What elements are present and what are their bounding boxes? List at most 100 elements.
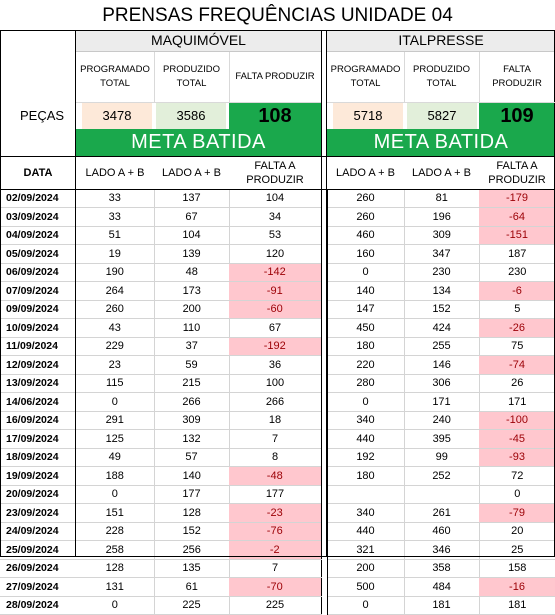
italpresse-produzido-cell: 460 xyxy=(403,522,479,541)
italpresse-programado-cell: 440 xyxy=(327,429,404,449)
italpresse-falta-cell: 181 xyxy=(478,596,555,615)
date-cell: 11/09/2024 xyxy=(0,337,76,356)
italpresse-falta-cell: 5 xyxy=(478,300,555,319)
table-row: 02/09/2024 33 137 104 260 81 -179 xyxy=(0,189,555,208)
italpresse-falta-cell: -79 xyxy=(479,503,555,523)
table-row: 09/09/2024 260 200 -60 147 152 5 xyxy=(0,300,555,319)
spreadsheet: PRENSAS FREQUÊNCIAS UNIDADE 04 MAQUIMÓVE… xyxy=(0,5,555,615)
italpresse-falta-cell: 0 xyxy=(478,485,555,504)
italpresse-falta-cell: 187 xyxy=(478,244,555,264)
date-column-header: DATA xyxy=(23,166,53,179)
maquimovel-programado-cell: 19 xyxy=(76,244,154,264)
italpresse-falta-cell: -26 xyxy=(479,318,555,338)
maquimovel-programado-cell: 229 xyxy=(76,337,154,356)
italpresse-produzido-cell: 309 xyxy=(403,226,479,245)
maquimovel-programado-cell: 0 xyxy=(76,485,154,504)
date-cell: 02/09/2024 xyxy=(0,189,76,208)
maquimovel-falta-cell: -76 xyxy=(229,522,321,541)
maquimovel-falta-cell: 225 xyxy=(228,596,321,615)
table-row: 19/09/2024 188 140 -48 180 252 72 xyxy=(0,466,555,486)
italpresse-programado-cell: 180 xyxy=(327,337,404,356)
maquimovel-programado-cell: 228 xyxy=(76,522,154,541)
date-cell: 24/09/2024 xyxy=(0,522,76,541)
italpresse-produzido-cell: 181 xyxy=(403,596,479,615)
table-row: 11/09/2024 229 37 -192 180 255 75 xyxy=(0,337,555,356)
gridline xyxy=(76,102,321,103)
date-cell: 07/09/2024 xyxy=(0,281,76,301)
italpresse-falta-value: 109 xyxy=(479,103,555,129)
italpresse-falta-cell: 72 xyxy=(478,466,555,486)
maquimovel-programado-cell: 151 xyxy=(76,503,154,523)
maquimovel-programado-value: 3478 xyxy=(82,103,152,129)
date-cell: 06/09/2024 xyxy=(0,263,76,282)
italpresse-produzido-cell: 240 xyxy=(403,411,479,430)
date-cell: 09/09/2024 xyxy=(0,300,76,319)
maquimovel-produzido-cell: 139 xyxy=(153,244,229,264)
italpresse-produzido-cell: 230 xyxy=(403,263,479,282)
italpresse-falta-cell: -151 xyxy=(479,226,555,245)
italpresse-falta-cell: -45 xyxy=(479,429,555,449)
italpresse-programado-cell: 180 xyxy=(327,466,404,486)
table-row: 18/09/2024 49 57 8 192 99 -93 xyxy=(0,448,555,467)
frequency-table: 02/09/2024 33 137 104 260 81 -179 03/09/2024 33 6… xyxy=(0,189,555,615)
italpresse-programado-cell: 140 xyxy=(327,281,404,301)
divider-italpresse-left xyxy=(326,30,327,556)
italpresse-programado-cell: 192 xyxy=(327,448,404,467)
maquimovel-programado-cell: 190 xyxy=(76,263,154,282)
italpresse-produzido-cell: 395 xyxy=(403,429,479,449)
date-cell: 10/09/2024 xyxy=(0,318,76,338)
maquimovel-produzido-cell: 152 xyxy=(153,522,229,541)
italpresse-falta-cell: -100 xyxy=(479,411,555,430)
italpresse-produzido-cell: 146 xyxy=(403,355,479,375)
italpresse-programado-cell: 0 xyxy=(327,263,404,282)
maquimovel-falta-label: FALTA PRODUZIR xyxy=(235,71,315,82)
italpresse-falta-cell: -16 xyxy=(479,577,555,597)
maquimovel-programado-cell: 0 xyxy=(76,392,154,412)
maquimovel-falta-cell: 7 xyxy=(228,429,321,449)
italpresse-falta-cell: 26 xyxy=(478,374,555,393)
table-row: 14/06/2024 0 266 266 0 171 171 xyxy=(0,392,555,412)
italpresse-programado-cell: 260 xyxy=(327,189,404,208)
maquimovel-produzido-cell: 48 xyxy=(153,263,229,282)
maquimovel-falta-cell: 18 xyxy=(228,411,321,430)
italpresse-falta-cell: -74 xyxy=(479,355,555,375)
divider-date-column xyxy=(75,30,76,556)
italpresse-programado-col-header: LADO A + B xyxy=(335,166,395,179)
maquimovel-produzido-cell: 215 xyxy=(153,374,229,393)
maquimovel-programado-label: PROGRAMADO TOTAL xyxy=(80,64,150,89)
maquimovel-produzido-cell: 137 xyxy=(153,189,229,208)
date-cell: 05/09/2024 xyxy=(0,244,76,264)
maquimovel-produzido-cell: 135 xyxy=(153,559,229,578)
italpresse-programado-cell: 340 xyxy=(327,411,404,430)
italpresse-programado-cell: 147 xyxy=(327,300,404,319)
date-cell: 19/09/2024 xyxy=(0,466,76,486)
maquimovel-programado-cell: 131 xyxy=(76,577,154,597)
gridline xyxy=(479,52,480,103)
date-cell: 04/09/2024 xyxy=(0,226,76,245)
gridline xyxy=(229,52,230,103)
maquimovel-falta-cell: -91 xyxy=(229,281,321,301)
italpresse-programado-cell: 260 xyxy=(327,207,404,227)
maquimovel-produzido-col-header: LADO A + B xyxy=(161,166,221,179)
maquimovel-falta-cell: 266 xyxy=(228,392,321,412)
italpresse-produzido-cell: 424 xyxy=(403,318,479,338)
maquimovel-produzido-cell: 309 xyxy=(153,411,229,430)
italpresse-produzido-cell: 152 xyxy=(403,300,479,319)
date-cell: 16/09/2024 xyxy=(0,411,76,430)
italpresse-produzido-col-header: LADO A + B xyxy=(411,166,471,179)
italpresse-programado-value: 5718 xyxy=(333,103,403,129)
date-cell: 20/09/2024 xyxy=(0,485,76,504)
maquimovel-produzido-value: 3586 xyxy=(156,103,226,129)
italpresse-produzido-cell: 484 xyxy=(403,577,479,597)
date-cell: 25/09/2024 xyxy=(0,540,76,560)
italpresse-produzido-cell: 306 xyxy=(403,374,479,393)
italpresse-produzido-cell: 358 xyxy=(403,559,479,578)
maquimovel-programado-cell: 291 xyxy=(76,411,154,430)
italpresse-programado-cell: 200 xyxy=(327,559,404,578)
table-row: 13/09/2024 115 215 100 280 306 26 xyxy=(0,374,555,393)
maquimovel-programado-cell: 264 xyxy=(76,281,154,301)
maquimovel-meta-banner: META BATIDA xyxy=(76,129,321,156)
italpresse-falta-label: FALTA PRODUZIR xyxy=(492,64,542,89)
maquimovel-falta-cell: -2 xyxy=(229,540,321,560)
table-row: 04/09/2024 51 104 53 460 309 -151 xyxy=(0,226,555,245)
